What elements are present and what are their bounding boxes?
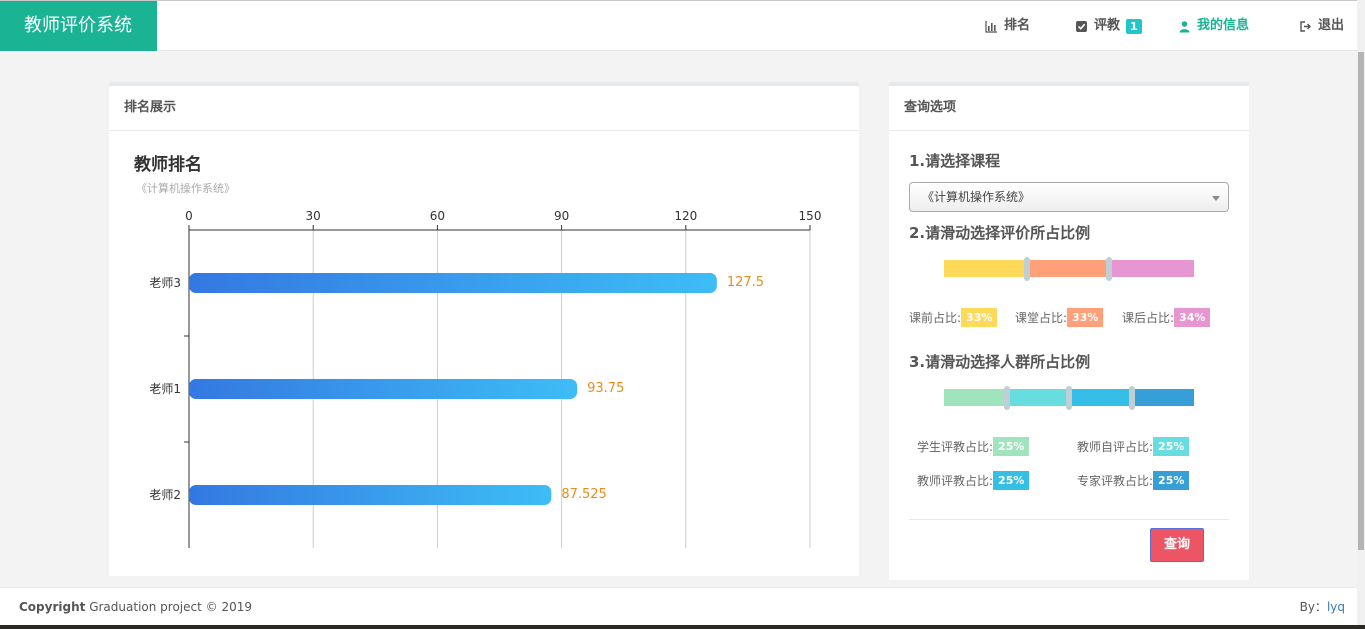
slider-segment — [944, 260, 1027, 277]
nav-logout[interactable]: 退出 — [1299, 1, 1344, 51]
ranking-panel-heading: 排名展示 — [109, 86, 859, 131]
check-square-icon — [1076, 20, 1087, 32]
bar-老师2 — [189, 485, 552, 505]
footer-author: By：lyq — [1300, 588, 1345, 626]
y-category-label: 老师2 — [149, 488, 181, 502]
nav-my-info[interactable]: 我的信息 — [1178, 1, 1249, 51]
ranking-panel: 排名展示 教师排名 《计算机操作系统》 0 30 60 90 120 150 老师3 127.… — [109, 82, 859, 576]
taskbar-strip — [0, 625, 1365, 629]
top-navbar: 教师评价系统 排名 评教 1 我的信息 退出 — [0, 0, 1357, 51]
ratio-percent-badge: 33% — [961, 308, 998, 327]
query-panel-heading: 查询选项 — [889, 86, 1249, 131]
x-tick-label: 30 — [306, 209, 321, 223]
nav-ranking-label: 排名 — [1004, 18, 1031, 33]
ratio-label-text: 课堂占比: — [1015, 311, 1068, 325]
ratio-label: 教师自评占比: 25% — [1077, 437, 1190, 456]
footer-by-label: By： — [1299, 600, 1327, 614]
page-scrollbar[interactable] — [1357, 0, 1365, 629]
bar-value-label: 87.525 — [561, 487, 607, 502]
slider-segment — [1006, 389, 1069, 406]
nav-evaluate[interactable]: 评教 1 — [1075, 1, 1142, 51]
eval-ratio-slider[interactable] — [944, 257, 1194, 281]
nav-my-info-label: 我的信息 — [1197, 18, 1250, 33]
slider-segment — [944, 389, 1007, 406]
footer: Copyright Graduation project © 2019 By：l… — [0, 587, 1357, 625]
eval-ratio-title: 2.请滑动选择评价所占比例 — [909, 224, 1091, 242]
bar-老师1 — [189, 379, 578, 399]
x-tick-label: 60 — [430, 209, 445, 223]
footer-copyright-bold: Copyright — [19, 600, 86, 614]
course-select[interactable]: 《计算机操作系统》 — [909, 182, 1229, 212]
bar-chart-icon — [985, 20, 997, 33]
nav-evaluate-label: 评教 — [1094, 18, 1121, 33]
bar-value-label: 93.75 — [587, 381, 624, 396]
query-button[interactable]: 查询 — [1150, 528, 1204, 562]
slider-handle[interactable] — [1003, 386, 1010, 410]
ratio-percent-badge: 33% — [1067, 308, 1104, 327]
slider-handle[interactable] — [1128, 386, 1135, 410]
footer-copyright-text: Graduation project © 2019 — [89, 600, 252, 614]
ratio-label-text: 教师评教占比: — [917, 474, 994, 488]
footer-author-link[interactable]: lyq — [1326, 600, 1345, 614]
ratio-percent-badge: 25% — [1153, 437, 1190, 456]
nav-ranking[interactable]: 排名 — [985, 1, 1030, 51]
ratio-label-text: 学生评教占比: — [917, 440, 994, 454]
crowd-ratio-slider[interactable] — [944, 386, 1194, 410]
ratio-label: 课前占比: 33% — [909, 308, 998, 327]
x-tick-label: 150 — [799, 209, 822, 223]
slider-segment — [1026, 260, 1109, 277]
ratio-label-text: 专家评教占比: — [1077, 474, 1154, 488]
chart-subtitle: 《计算机操作系统》 — [136, 182, 235, 195]
ratio-percent-badge: 25% — [993, 437, 1030, 456]
footer-copyright: Copyright Graduation project © 2019 — [19, 588, 252, 626]
ratio-label: 课后占比: 34% — [1122, 308, 1211, 327]
ratio-percent-badge: 25% — [993, 471, 1030, 490]
x-tick-label: 90 — [554, 209, 569, 223]
slider-segment — [1109, 260, 1194, 277]
ratio-percent-badge: 34% — [1174, 308, 1211, 327]
slider-segment — [1131, 389, 1194, 406]
ratio-label: 专家评教占比: 25% — [1077, 471, 1190, 490]
x-tick-label: 0 — [185, 209, 193, 223]
ranking-bar-chart: 0 30 60 90 120 150 老师3 127.5 老师1 93.75 老师2 87.525 — [149, 209, 822, 548]
user-icon — [1179, 20, 1190, 32]
bar-老师3 — [189, 273, 717, 293]
nav-evaluate-badge: 1 — [1126, 18, 1142, 34]
ratio-label: 学生评教占比: 25% — [917, 437, 1030, 456]
course-select-title: 1.请选择课程 — [909, 152, 1001, 170]
ratio-percent-badge: 25% — [1153, 471, 1190, 490]
divider — [909, 519, 1229, 520]
y-category-label: 老师3 — [149, 276, 181, 290]
scrollbar-thumb[interactable] — [1358, 52, 1364, 550]
course-select-value: 《计算机操作系统》 — [922, 190, 1031, 204]
ratio-label: 课堂占比: 33% — [1015, 308, 1104, 327]
slider-handle[interactable] — [1023, 257, 1030, 281]
sign-out-icon — [1300, 20, 1311, 32]
app-brand[interactable]: 教师评价系统 — [0, 1, 157, 51]
ratio-label: 教师评教占比: 25% — [917, 471, 1030, 490]
nav-logout-label: 退出 — [1318, 18, 1345, 33]
bar-value-label: 127.5 — [727, 275, 764, 290]
ratio-label-text: 课前占比: — [909, 311, 962, 325]
crowd-ratio-title: 3.请滑动选择人群所占比例 — [909, 353, 1091, 371]
slider-handle[interactable] — [1066, 386, 1072, 410]
ratio-label-text: 课后占比: — [1122, 311, 1175, 325]
chevron-down-icon — [1212, 196, 1220, 201]
slider-segment — [1069, 389, 1132, 406]
y-category-label: 老师1 — [149, 382, 181, 396]
slider-handle[interactable] — [1106, 257, 1112, 281]
chart-title: 教师排名 — [134, 155, 202, 175]
x-tick-label: 120 — [674, 209, 697, 223]
query-panel: 查询选项 1.请选择课程 《计算机操作系统》 2.请滑动选择评价所占比例 课前占… — [889, 82, 1249, 580]
ratio-label-text: 教师自评占比: — [1077, 440, 1154, 454]
